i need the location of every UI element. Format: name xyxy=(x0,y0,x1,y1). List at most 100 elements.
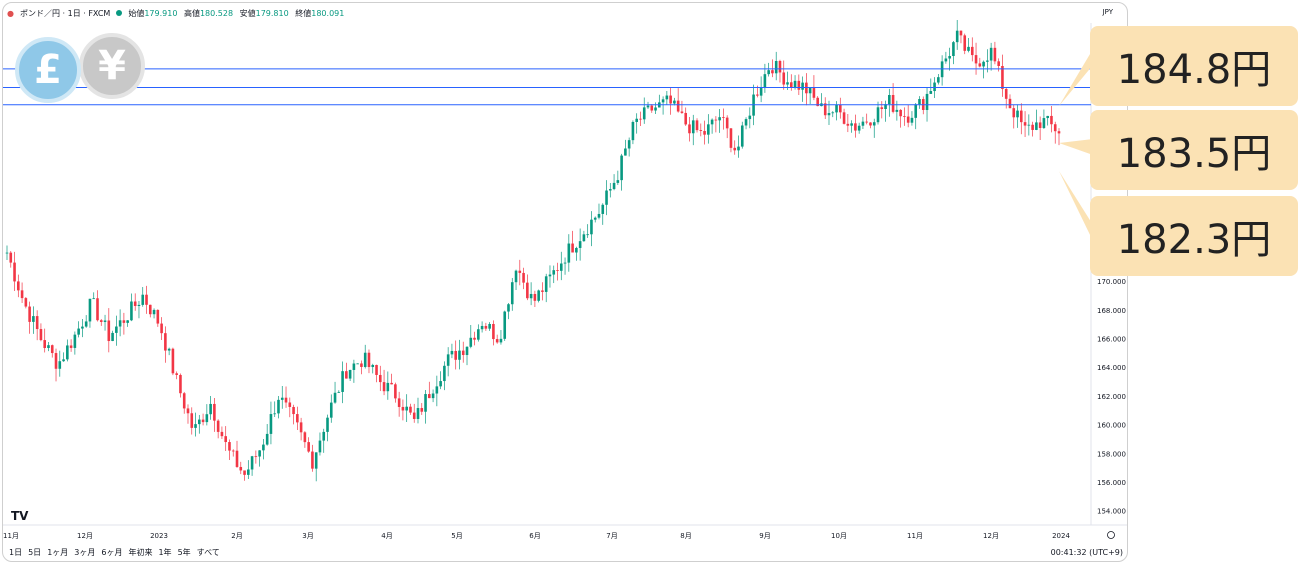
candle-body xyxy=(243,470,246,475)
candle-body xyxy=(73,334,77,348)
candle-body xyxy=(416,408,420,419)
timeframe-button[interactable]: 年初来 xyxy=(128,547,153,557)
candle-body xyxy=(458,350,461,360)
candle-body xyxy=(179,374,182,394)
candlestick-chart[interactable]: 154.000 156.000 158.000 160.000 162.000 164.0… xyxy=(3,3,1127,561)
candle-body xyxy=(77,328,80,335)
candle-body xyxy=(175,373,178,375)
candle-body xyxy=(759,87,763,96)
candle-body xyxy=(669,95,672,104)
candle-body xyxy=(703,130,706,135)
candle-body xyxy=(47,345,50,348)
candle-body xyxy=(1057,131,1061,134)
candle-body xyxy=(605,190,608,205)
candle-body xyxy=(1038,122,1042,128)
candle-body xyxy=(1008,98,1012,109)
currency-selector[interactable]: JPY xyxy=(1102,8,1113,16)
candle-body xyxy=(899,109,902,117)
candle-body xyxy=(786,82,789,85)
candle-body xyxy=(869,122,872,126)
candle-body xyxy=(318,440,322,453)
candle-body xyxy=(778,60,782,73)
timeframe-button[interactable]: 3ヶ月 xyxy=(74,547,96,557)
candle-body xyxy=(563,262,567,264)
candle-body xyxy=(624,148,627,156)
candle-body xyxy=(201,419,205,423)
candle-body xyxy=(578,241,582,248)
candle-body xyxy=(808,87,812,94)
candle-body xyxy=(480,325,484,330)
candle-body xyxy=(895,109,899,112)
candle-body xyxy=(857,125,861,131)
candle-body xyxy=(111,332,114,342)
candle-body xyxy=(522,272,525,283)
x-tick-label: 5月 xyxy=(451,532,462,540)
candle-body xyxy=(1012,108,1016,118)
x-tick-label: 12月 xyxy=(77,532,93,540)
candle-body xyxy=(575,247,578,253)
candle-body xyxy=(906,116,910,123)
y-tick-label: 154.000 xyxy=(1097,508,1126,516)
axis-settings-icon[interactable] xyxy=(1107,531,1115,539)
candle-body xyxy=(854,123,857,131)
candle-body xyxy=(254,456,258,458)
timeframe-button[interactable]: 1ヶ月 xyxy=(47,547,69,557)
candle-body xyxy=(224,436,227,443)
candle-body xyxy=(375,364,378,375)
x-tick-label: 8月 xyxy=(680,532,691,540)
candle-body xyxy=(235,450,239,467)
candle-body xyxy=(352,363,356,370)
candle-body xyxy=(797,80,801,90)
timeframe-button[interactable]: 1年 xyxy=(158,547,172,557)
candle-body xyxy=(326,417,329,432)
candle-body xyxy=(431,393,435,399)
x-tick-label: 11月 xyxy=(907,532,923,540)
candle-body xyxy=(262,444,265,451)
timeframe-button[interactable]: すべて xyxy=(196,547,220,557)
candle-body xyxy=(20,290,24,299)
clock-readout: 00:41:32 (UTC+9) xyxy=(1050,548,1123,557)
x-tick-label: 4月 xyxy=(381,532,392,540)
timeframe-button[interactable]: 1日 xyxy=(9,547,23,557)
candle-body xyxy=(213,403,216,421)
symbol-title[interactable]: ポンド／円 · 1日 · FXCM xyxy=(19,8,111,18)
candle-body xyxy=(695,120,699,131)
candle-body xyxy=(288,402,292,407)
candle-body xyxy=(424,394,427,412)
candle-body xyxy=(948,56,951,59)
candle-body xyxy=(967,46,970,51)
candle-body xyxy=(156,309,160,324)
candle-body xyxy=(789,82,793,88)
candle-body xyxy=(186,408,190,414)
x-tick-label: 9月 xyxy=(759,532,770,540)
candle-body xyxy=(69,345,73,348)
timeframe-button[interactable]: 5年 xyxy=(177,547,191,557)
timeframe-button[interactable]: 6ヶ月 xyxy=(101,547,123,557)
candle-body xyxy=(850,123,853,126)
candle-body xyxy=(1046,115,1049,119)
candle-body xyxy=(537,290,540,301)
candle-body xyxy=(269,414,273,434)
candle-body xyxy=(812,87,816,98)
candle-body xyxy=(801,82,804,90)
candle-body xyxy=(469,337,473,347)
candle-body xyxy=(141,294,145,305)
timeframe-button[interactable]: 5日 xyxy=(28,547,42,557)
candle-body xyxy=(443,365,446,382)
candle-body xyxy=(35,316,39,330)
candle-body xyxy=(148,304,152,315)
candle-body xyxy=(691,120,695,134)
open-label: 始値 xyxy=(128,8,145,18)
candle-body xyxy=(216,420,220,432)
candle-body xyxy=(420,408,424,412)
candle-body xyxy=(1053,124,1057,132)
candle-body xyxy=(182,393,186,409)
candle-body xyxy=(827,113,831,116)
candle-body xyxy=(258,450,261,457)
candle-body xyxy=(115,326,118,333)
candle-body xyxy=(348,369,352,379)
candle-body xyxy=(646,105,650,108)
candle-body xyxy=(9,252,13,263)
candle-body xyxy=(567,243,571,263)
callout-price-1: 184.8円 xyxy=(1090,26,1298,106)
